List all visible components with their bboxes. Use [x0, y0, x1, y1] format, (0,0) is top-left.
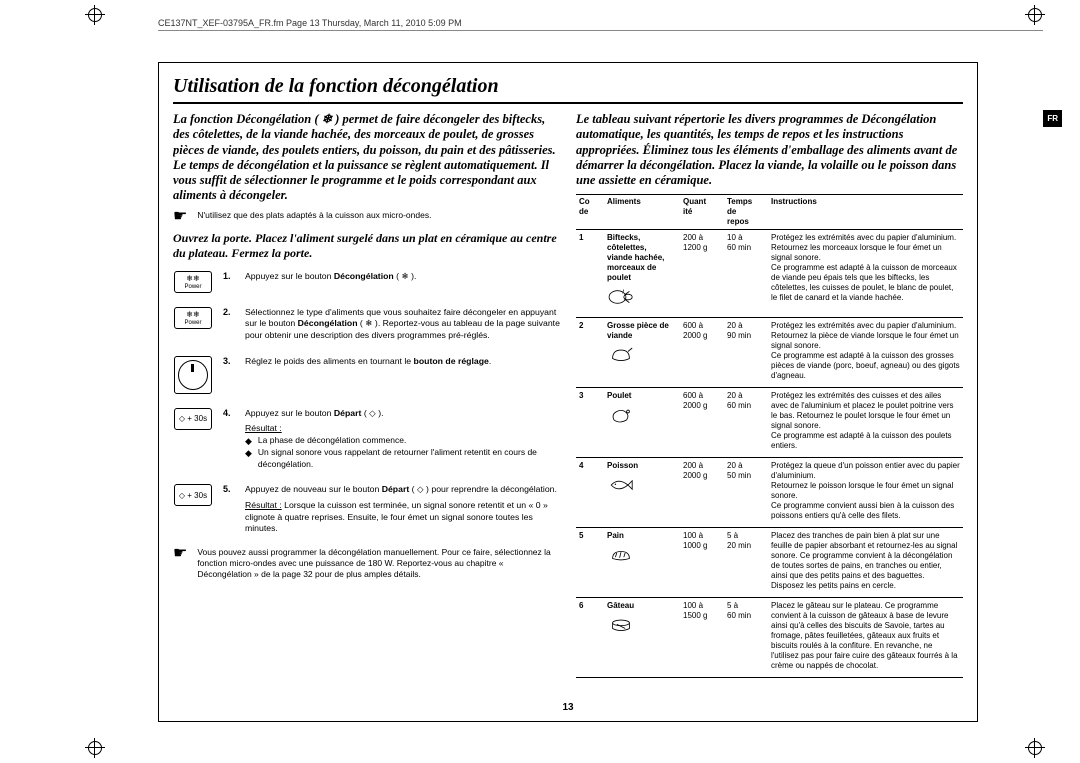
left-column: La fonction Décongélation ( ❄ ) permet d… [173, 112, 560, 698]
title-rule [173, 102, 963, 104]
food-icon [607, 471, 677, 499]
step-row: ◇ + 30s 4. Appuyez sur le bouton Départ … [173, 408, 560, 471]
cell-instructions: Placez le gâteau sur le plateau. Ce prog… [768, 598, 963, 678]
cell-code: 1 [576, 230, 604, 318]
step-row: ❄❄Power 2. Sélectionnez le type d'alimen… [173, 307, 560, 342]
cell-quantite: 600 à2000 g [680, 388, 724, 458]
cell-instructions: Protégez les extrémités des cuisses et d… [768, 388, 963, 458]
step-number: 5. [223, 484, 235, 494]
cell-temps: 20 à50 min [724, 458, 768, 528]
food-icon [607, 341, 677, 369]
food-icon: / [607, 283, 677, 311]
start-button-icon: ◇ + 30s [174, 484, 212, 506]
cell-instructions: Protégez les extrémités avec du papier d… [768, 318, 963, 388]
step-number: 3. [223, 356, 235, 366]
step-text: Appuyez de nouveau sur le bouton Départ … [245, 484, 560, 535]
cell-code: 6 [576, 598, 604, 678]
food-icon [607, 401, 677, 429]
table-row: 4 Poisson 200 à2000 g 20 à50 min Protége… [576, 458, 963, 528]
cell-temps: 20 à60 min [724, 388, 768, 458]
power-button-icon: ❄❄Power [174, 307, 212, 329]
cell-quantite: 200 à1200 g [680, 230, 724, 318]
start-button-icon: ◇ + 30s [174, 408, 212, 430]
cell-quantite: 200 à2000 g [680, 458, 724, 528]
pointer-icon: ☛ [173, 209, 187, 225]
cell-temps: 20 à90 min [724, 318, 768, 388]
table-row: 6 Gâteau 100 à1500 g 5 à60 min Placez le… [576, 598, 963, 678]
footer-note-row: ☛ Vous pouvez aussi programmer la décong… [173, 547, 560, 580]
cell-aliments: Poulet [604, 388, 680, 458]
columns: La fonction Décongélation ( ❄ ) permet d… [173, 112, 963, 698]
note-text: N'utilisez que des plats adaptés à la cu… [197, 210, 431, 221]
th-temps: Tempsderepos [724, 195, 768, 230]
content-frame: Utilisation de la fonction décongélation… [158, 62, 978, 722]
crop-mark [88, 741, 102, 755]
cell-quantite: 100 à1500 g [680, 598, 724, 678]
cell-temps: 5 à20 min [724, 528, 768, 598]
page-title: Utilisation de la fonction décongélation [173, 75, 963, 98]
svg-text:/: / [622, 290, 624, 296]
cell-quantite: 100 à1000 g [680, 528, 724, 598]
th-aliments: Aliments [604, 195, 680, 230]
cell-code: 3 [576, 388, 604, 458]
cell-instructions: Protégez les extrémités avec du papier d… [768, 230, 963, 318]
cell-aliments: Poisson [604, 458, 680, 528]
cell-aliments: Gâteau [604, 598, 680, 678]
cell-aliments: Biftecks,côtelettes,viande hachée,morcea… [604, 230, 680, 318]
crop-mark [1028, 8, 1042, 22]
right-column: Le tableau suivant répertorie les divers… [576, 112, 963, 698]
step-number: 4. [223, 408, 235, 418]
cell-code: 5 [576, 528, 604, 598]
page-container: CE137NT_XEF-03795A_FR.fm Page 13 Thursda… [0, 0, 1080, 763]
cell-code: 2 [576, 318, 604, 388]
page-number: 13 [173, 698, 963, 713]
steps-list: ❄❄Power 1. Appuyez sur le bouton Décongé… [173, 271, 560, 536]
language-tab: FR [1043, 110, 1062, 127]
header-rule [158, 30, 1043, 31]
table-row: 1 Biftecks,côtelettes,viande hachée,morc… [576, 230, 963, 318]
food-icon [607, 611, 677, 639]
step-number: 2. [223, 307, 235, 317]
food-icon [607, 541, 677, 569]
cell-instructions: Protégez la queue d'un poisson entier av… [768, 458, 963, 528]
cell-instructions: Placez des tranches de pain bien à plat … [768, 528, 963, 598]
th-code: Code [576, 195, 604, 230]
step-text: Appuyez sur le bouton Décongélation ( ❄ … [245, 271, 560, 283]
table-row: 5 Pain 100 à1000 g 5 à20 min Placez des … [576, 528, 963, 598]
step-number: 1. [223, 271, 235, 281]
cell-aliments: Grosse pièce de viande [604, 318, 680, 388]
cell-quantite: 600 à2000 g [680, 318, 724, 388]
step-text: Réglez le poids des aliments en tournant… [245, 356, 560, 368]
left-lead: La fonction Décongélation ( ❄ ) permet d… [173, 112, 560, 204]
program-table: Code Aliments Quantité Tempsderepos Inst… [576, 194, 963, 678]
step-row: 3. Réglez le poids des aliments en tourn… [173, 356, 560, 394]
footer-note-text: Vous pouvez aussi programmer la décongél… [197, 547, 560, 580]
step-text: Sélectionnez le type d'aliments que vous… [245, 307, 560, 342]
cell-temps: 5 à60 min [724, 598, 768, 678]
th-instructions: Instructions [768, 195, 963, 230]
cell-aliments: Pain [604, 528, 680, 598]
open-door-text: Ouvrez la porte. Placez l'aliment surgel… [173, 231, 560, 261]
step-text: Appuyez sur le bouton Départ ( ◇ ).Résul… [245, 408, 560, 471]
cell-code: 4 [576, 458, 604, 528]
power-button-icon: ❄❄Power [174, 271, 212, 293]
right-lead: Le tableau suivant répertorie les divers… [576, 112, 963, 188]
table-row: 2 Grosse pièce de viande 600 à2000 g 20 … [576, 318, 963, 388]
dial-icon [174, 356, 212, 394]
cell-temps: 10 à60 min [724, 230, 768, 318]
th-quantite: Quantité [680, 195, 724, 230]
step-row: ❄❄Power 1. Appuyez sur le bouton Décongé… [173, 271, 560, 293]
crop-mark [88, 8, 102, 22]
crop-mark [1028, 741, 1042, 755]
step-row: ◇ + 30s 5. Appuyez de nouveau sur le bou… [173, 484, 560, 535]
table-row: 3 Poulet 600 à2000 g 20 à60 min Protégez… [576, 388, 963, 458]
running-header: CE137NT_XEF-03795A_FR.fm Page 13 Thursda… [158, 18, 462, 28]
note-row: ☛ N'utilisez que des plats adaptés à la … [173, 210, 560, 225]
pointer-icon: ☛ [173, 546, 187, 562]
